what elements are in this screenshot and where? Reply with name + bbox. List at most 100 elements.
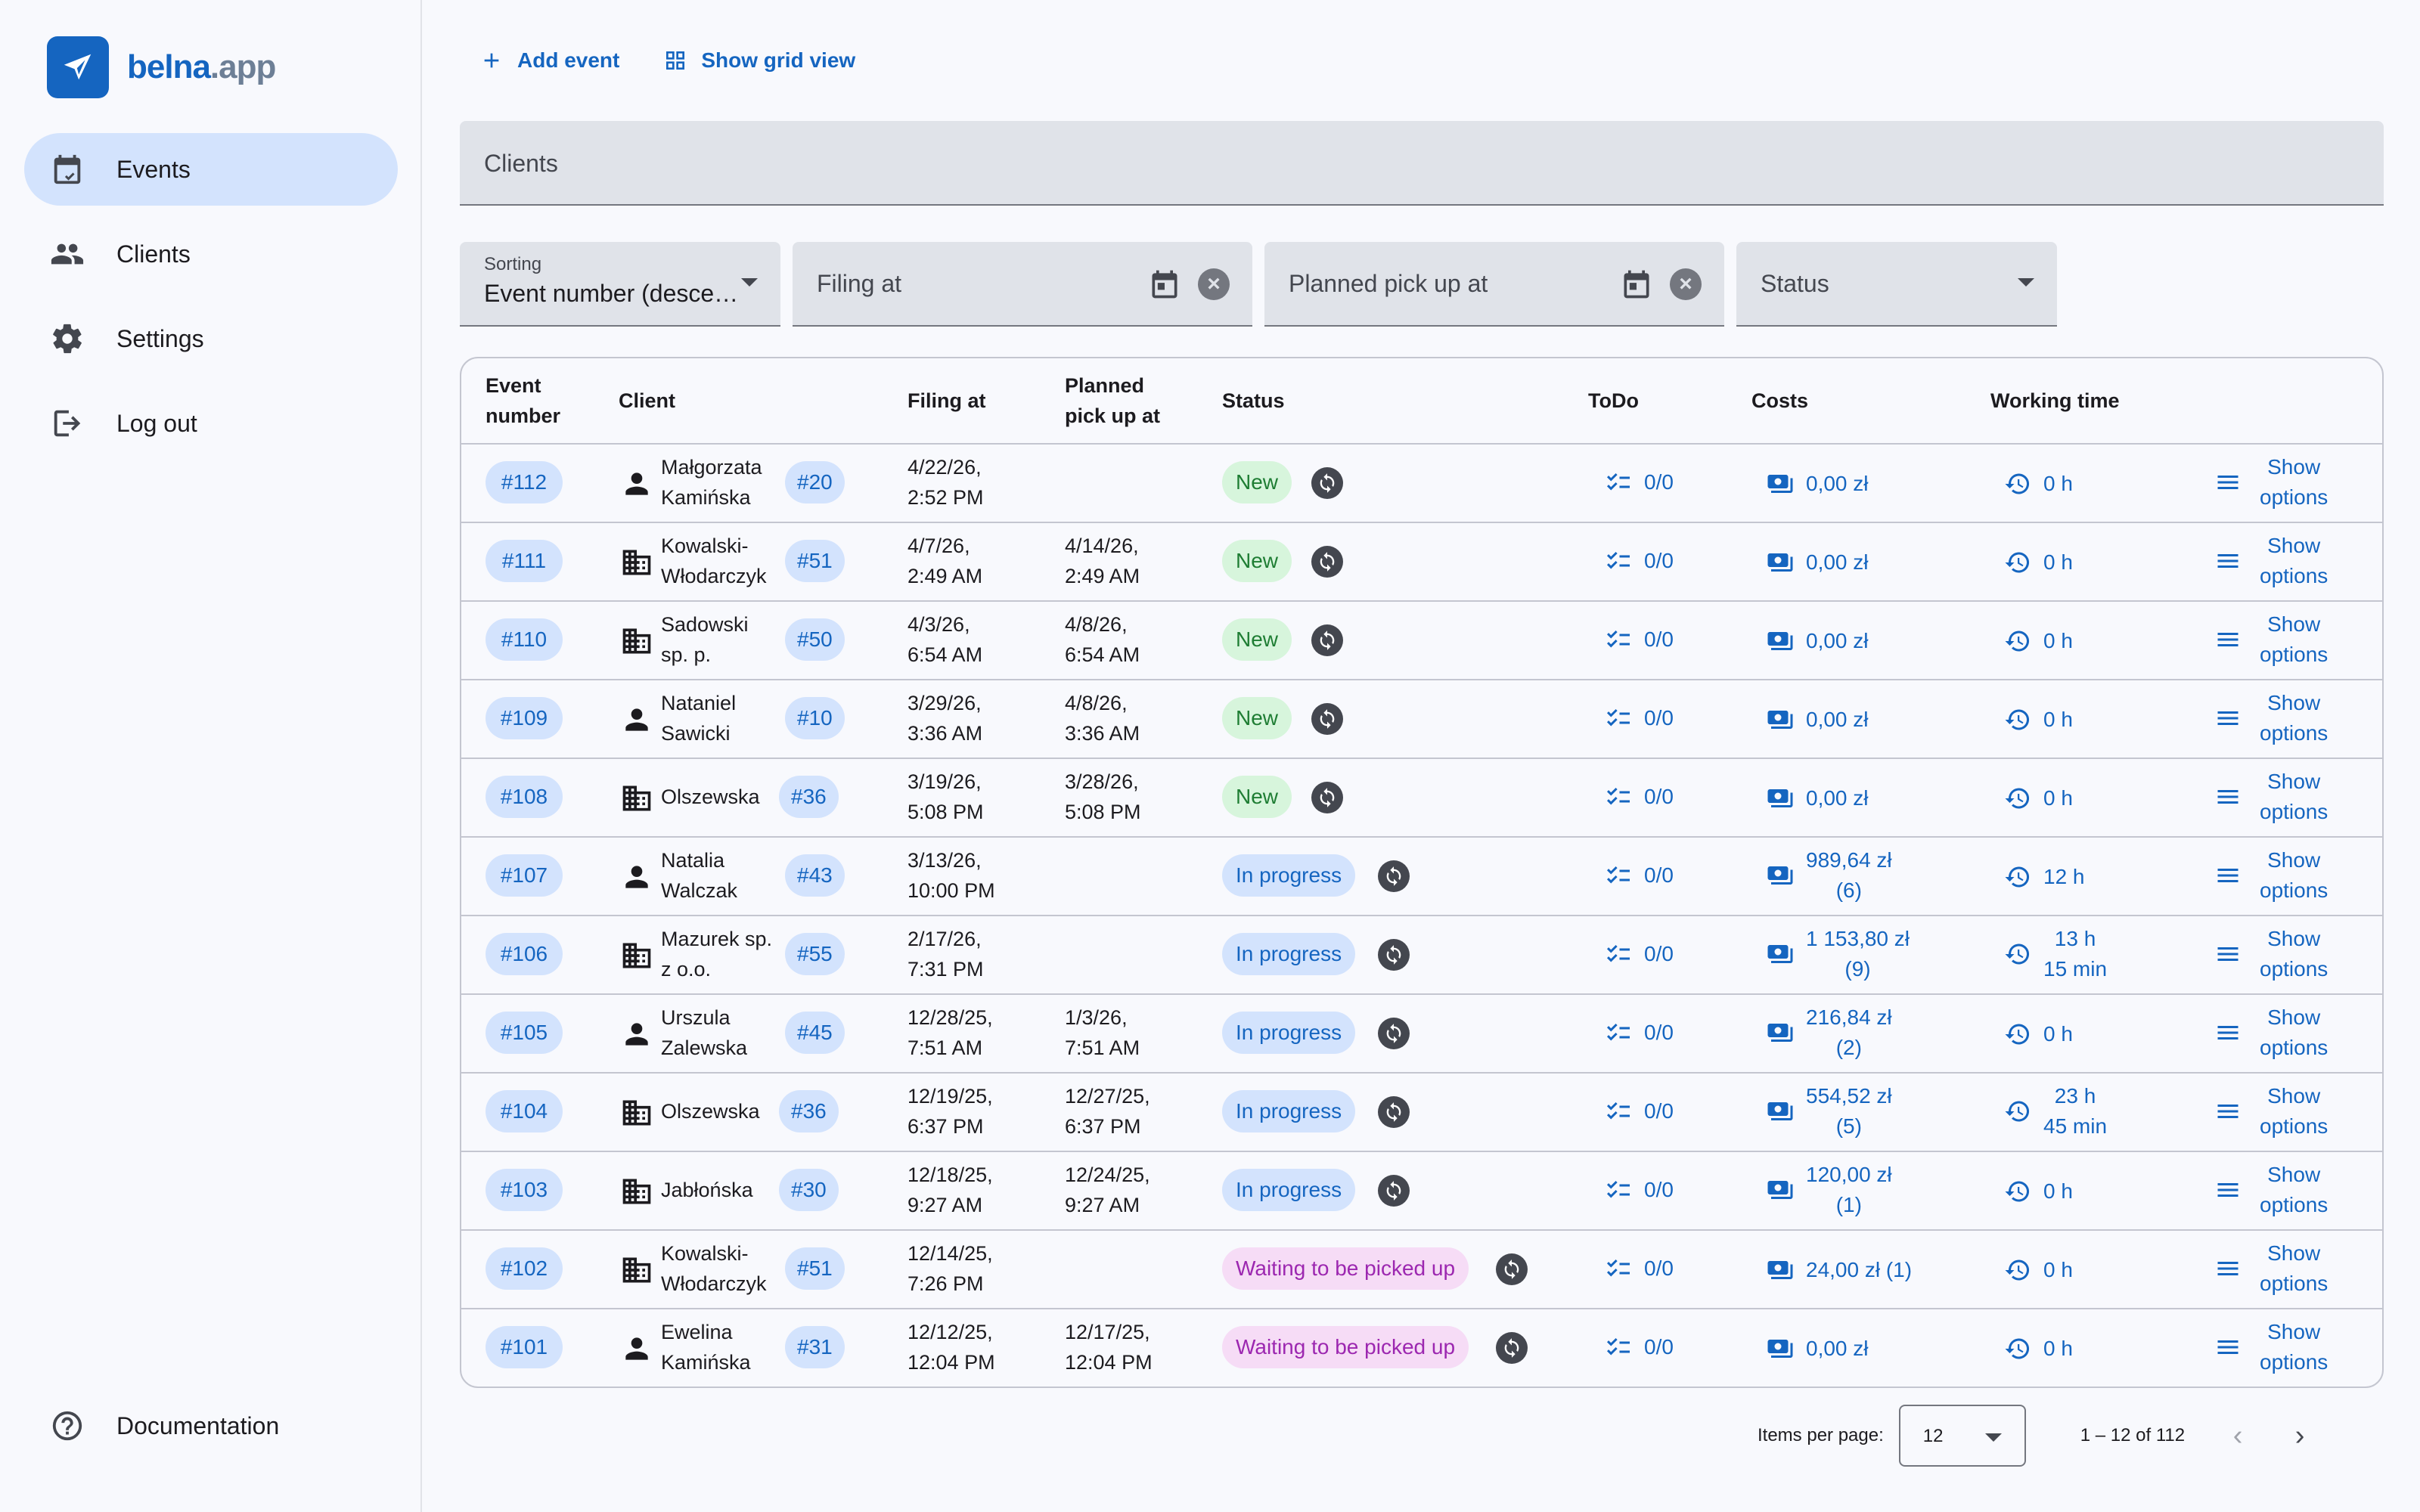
change-status-button[interactable] — [1311, 546, 1343, 578]
show-options-button[interactable]: Show options — [2214, 845, 2328, 906]
event-number-chip[interactable]: #101 — [486, 1326, 563, 1368]
todo-cell[interactable]: 0/0 — [1605, 1255, 1674, 1282]
change-status-button[interactable] — [1311, 467, 1343, 499]
change-status-button[interactable] — [1378, 1175, 1410, 1207]
todo-cell[interactable]: 0/0 — [1605, 1334, 1674, 1361]
show-options-button[interactable]: Show options — [2214, 688, 2328, 748]
change-status-button[interactable] — [1378, 860, 1410, 892]
nav-item-logout[interactable]: Log out — [24, 387, 398, 460]
table-row[interactable]: #111 Kowalski- Włodarczyk #51 4/7/26, 2:49… — [461, 523, 2382, 602]
costs-cell[interactable]: 120,00 zł (1) — [1767, 1160, 1892, 1220]
todo-cell[interactable]: 0/0 — [1605, 1176, 1674, 1204]
show-options-button[interactable]: Show options — [2214, 1238, 2328, 1299]
status-badge[interactable]: New — [1222, 540, 1292, 582]
sorting-select[interactable]: Sorting Event number (desce… — [460, 242, 780, 327]
table-row[interactable]: #110 Sadowski sp. p. #50 4/3/26, 6:54 AM 4… — [461, 602, 2382, 680]
table-row[interactable]: #108 Olszewska #36 3/19/26, 5:08 PM 3/28/… — [461, 759, 2382, 838]
working-time-cell[interactable]: 0 h — [2004, 1255, 2073, 1285]
table-row[interactable]: #104 Olszewska #36 12/19/25, 6:37 PM 12/2… — [461, 1074, 2382, 1152]
change-status-button[interactable] — [1311, 624, 1343, 656]
calendar-icon[interactable] — [1620, 268, 1653, 301]
costs-cell[interactable]: 1 153,80 zł (9) — [1767, 924, 1910, 984]
working-time-cell[interactable]: 0 h — [2004, 469, 2073, 499]
header-costs[interactable]: Costs — [1751, 389, 1809, 412]
filing-at-date-field[interactable]: Filing at × — [793, 242, 1252, 327]
todo-cell[interactable]: 0/0 — [1605, 862, 1674, 889]
todo-cell[interactable]: 0/0 — [1605, 469, 1674, 496]
working-time-cell[interactable]: 0 h — [2004, 547, 2073, 578]
status-badge[interactable]: New — [1222, 776, 1292, 818]
working-time-cell[interactable]: 0 h — [2004, 1019, 2073, 1049]
working-time-cell[interactable]: 12 h — [2004, 862, 2085, 892]
client-number-chip[interactable]: #10 — [785, 697, 845, 739]
status-badge[interactable]: In progress — [1222, 1012, 1356, 1054]
table-row[interactable]: #103 Jabłońska #30 12/18/25, 9:27 AM 12/2… — [461, 1152, 2382, 1231]
working-time-cell[interactable]: 0 h — [2004, 1176, 2073, 1207]
event-number-chip[interactable]: #110 — [486, 618, 563, 661]
client-number-chip[interactable]: #31 — [785, 1326, 845, 1368]
costs-cell[interactable]: 0,00 zł — [1767, 469, 1869, 499]
show-options-button[interactable]: Show options — [2214, 924, 2328, 984]
status-badge[interactable]: New — [1222, 697, 1292, 739]
header-client[interactable]: Client — [619, 389, 676, 412]
client-number-chip[interactable]: #36 — [779, 1090, 839, 1132]
todo-cell[interactable]: 0/0 — [1605, 626, 1674, 653]
todo-cell[interactable]: 0/0 — [1605, 705, 1674, 732]
change-status-button[interactable] — [1378, 1018, 1410, 1049]
change-status-button[interactable] — [1311, 782, 1343, 813]
costs-cell[interactable]: 0,00 zł — [1767, 783, 1869, 813]
clear-icon[interactable]: × — [1198, 268, 1230, 300]
client-number-chip[interactable]: #51 — [785, 1247, 845, 1290]
costs-cell[interactable]: 24,00 zł (1) — [1767, 1255, 1912, 1285]
event-number-chip[interactable]: #109 — [486, 697, 563, 739]
event-number-chip[interactable]: #105 — [486, 1012, 563, 1054]
nav-item-settings[interactable]: Settings — [24, 302, 398, 375]
event-number-chip[interactable]: #111 — [486, 540, 563, 582]
event-number-chip[interactable]: #102 — [486, 1247, 563, 1290]
event-number-chip[interactable]: #106 — [486, 933, 563, 975]
status-badge[interactable]: Waiting to be picked up — [1222, 1247, 1469, 1290]
working-time-cell[interactable]: 0 h — [2004, 626, 2073, 656]
app-logo[interactable]: belna.app — [47, 36, 276, 98]
next-page-button[interactable]: › — [2294, 1419, 2305, 1452]
nav-item-clients[interactable]: Clients — [24, 218, 398, 290]
header-todo[interactable]: ToDo — [1588, 389, 1639, 412]
status-badge[interactable]: New — [1222, 461, 1292, 503]
client-number-chip[interactable]: #55 — [785, 933, 845, 975]
header-working-time[interactable]: Working time — [1990, 389, 2120, 412]
working-time-cell[interactable]: 0 h — [2004, 783, 2073, 813]
table-row[interactable]: #112 Małgorzata Kamińska #20 4/22/26, 2:52… — [461, 445, 2382, 523]
costs-cell[interactable]: 989,64 zł (6) — [1767, 845, 1892, 906]
header-event-number[interactable]: Event number — [486, 374, 561, 427]
change-status-button[interactable] — [1311, 703, 1343, 735]
event-number-chip[interactable]: #108 — [486, 776, 563, 818]
event-number-chip[interactable]: #104 — [486, 1090, 563, 1132]
change-status-button[interactable] — [1378, 1096, 1410, 1128]
previous-page-button[interactable]: ‹ — [2232, 1419, 2243, 1452]
show-options-button[interactable]: Show options — [2214, 1002, 2328, 1063]
costs-cell[interactable]: 0,00 zł — [1767, 626, 1869, 656]
table-row[interactable]: #101 Ewelina Kamińska #31 12/12/25, 12:04 … — [461, 1309, 2382, 1387]
costs-cell[interactable]: 0,00 zł — [1767, 1334, 1869, 1364]
costs-cell[interactable]: 216,84 zł (2) — [1767, 1002, 1892, 1063]
show-grid-view-button[interactable]: Show grid view — [663, 48, 855, 73]
todo-cell[interactable]: 0/0 — [1605, 940, 1674, 968]
client-number-chip[interactable]: #50 — [785, 618, 845, 661]
todo-cell[interactable]: 0/0 — [1605, 1019, 1674, 1046]
items-per-page-select[interactable]: 12 — [1898, 1405, 2026, 1467]
show-options-button[interactable]: Show options — [2214, 609, 2328, 670]
change-status-button[interactable] — [1496, 1253, 1528, 1285]
nav-item-events[interactable]: Events — [24, 133, 398, 206]
header-planned-pickup[interactable]: Planned pick up at — [1065, 374, 1161, 427]
todo-cell[interactable]: 0/0 — [1605, 547, 1674, 575]
header-filing-at[interactable]: Filing at — [908, 389, 986, 412]
client-number-chip[interactable]: #51 — [785, 540, 845, 582]
client-number-chip[interactable]: #36 — [779, 776, 839, 818]
clients-filter-input[interactable]: Clients — [460, 121, 2384, 206]
header-status[interactable]: Status — [1222, 389, 1285, 412]
show-options-button[interactable]: Show options — [2214, 1160, 2328, 1220]
event-number-chip[interactable]: #112 — [486, 461, 563, 503]
show-options-button[interactable]: Show options — [2214, 1081, 2328, 1142]
show-options-button[interactable]: Show options — [2214, 531, 2328, 591]
event-number-chip[interactable]: #103 — [486, 1169, 563, 1211]
